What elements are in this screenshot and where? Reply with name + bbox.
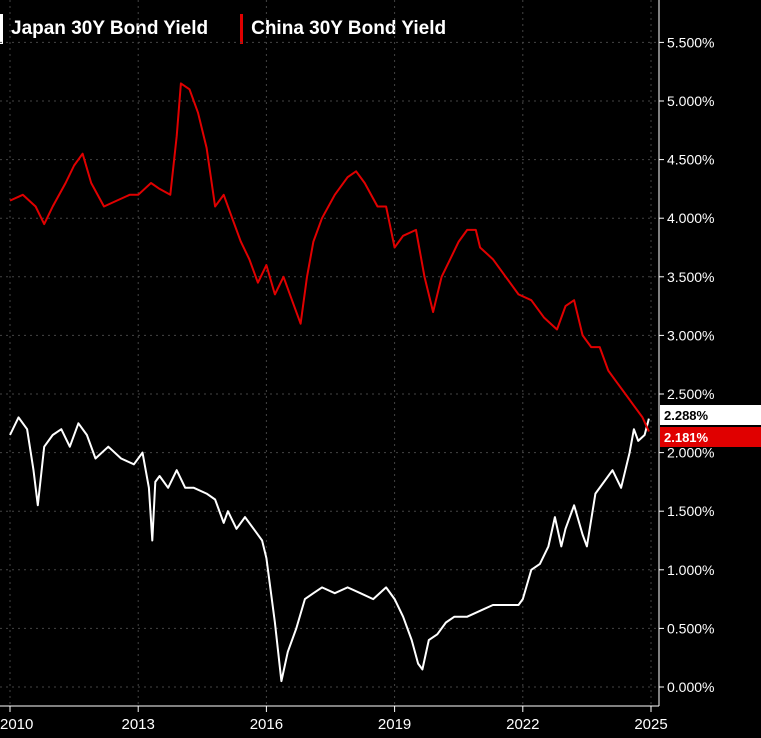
last-value-labels: 2.288% 2.181% xyxy=(660,405,761,447)
legend-label-japan: Japan 30Y Bond Yield xyxy=(11,18,209,39)
china-last-value: 2.181% xyxy=(664,430,709,445)
y-tick-label: 1.000% xyxy=(667,562,714,578)
china-yield-line xyxy=(9,82,650,432)
y-tick-label: 5.500% xyxy=(667,34,714,50)
japan-yield-line xyxy=(9,416,650,683)
japan-last-value-box xyxy=(660,405,761,425)
y-tick-label: 2.500% xyxy=(667,386,714,402)
legend: Japan 30Y Bond Yield China 30Y Bond Yiel… xyxy=(0,14,478,44)
china-last-value-box xyxy=(660,427,761,447)
x-tick-label: 2013 xyxy=(122,716,155,733)
x-tick-label: 2025 xyxy=(634,716,667,733)
y-tick-label: 4.500% xyxy=(667,152,714,168)
y-tick-label: 3.000% xyxy=(667,327,714,343)
y-tick-label: 0.000% xyxy=(667,679,714,695)
y-tick-label: 1.500% xyxy=(667,503,714,519)
y-axis-ticks: 0.000% 0.500% 1.000% 1.500% 2.000% 2.500% 3.00… xyxy=(659,34,714,695)
legend-label-china: China 30Y Bond Yield xyxy=(251,18,447,39)
y-tick-label: 4.000% xyxy=(667,210,714,226)
x-axis-ticks: 2010 2013 2016 2019 2022 2025 xyxy=(0,706,668,733)
x-tick-label: 2022 xyxy=(506,716,539,733)
legend-swatch-japan xyxy=(0,14,3,44)
y-tick-label: 0.500% xyxy=(667,620,714,636)
y-tick-label: 5.000% xyxy=(667,93,714,109)
y-tick-label: 3.500% xyxy=(667,269,714,285)
japan-last-value: 2.288% xyxy=(664,408,709,423)
legend-item-japan[interactable]: Japan 30Y Bond Yield xyxy=(0,14,240,44)
legend-item-china[interactable]: China 30Y Bond Yield xyxy=(240,14,478,44)
legend-swatch-china xyxy=(240,14,244,44)
x-tick-label: 2016 xyxy=(250,716,283,733)
x-tick-label: 2010 xyxy=(0,716,33,733)
y-tick-label: 2.000% xyxy=(667,445,714,461)
x-tick-label: 2019 xyxy=(378,716,411,733)
series-layer xyxy=(9,82,650,683)
grid xyxy=(0,0,659,706)
